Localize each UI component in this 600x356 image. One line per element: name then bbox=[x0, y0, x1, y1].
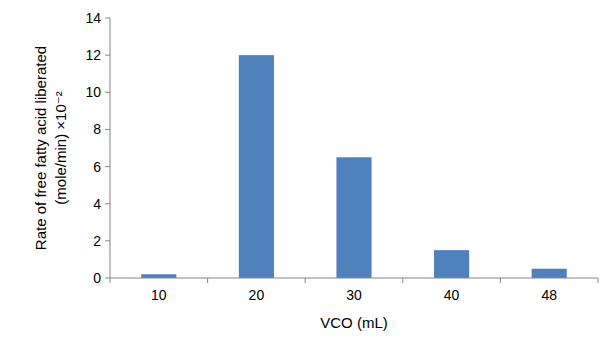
x-tick bbox=[207, 278, 208, 283]
y-axis-label: (mole/min) ×10⁻² bbox=[52, 91, 69, 204]
x-tick bbox=[110, 278, 111, 283]
y-tick-label: 0 bbox=[93, 270, 101, 286]
y-tick-label: 8 bbox=[93, 121, 101, 137]
y-tick bbox=[105, 129, 110, 130]
y-axis-line bbox=[110, 18, 111, 278]
x-axis-label: VCO (mL) bbox=[320, 314, 388, 331]
y-tick bbox=[105, 55, 110, 56]
bar bbox=[434, 250, 469, 278]
bars bbox=[141, 55, 567, 278]
x-tick bbox=[598, 278, 599, 283]
y-tick-label: 12 bbox=[85, 47, 101, 63]
bar bbox=[239, 55, 274, 278]
y-tick bbox=[105, 18, 110, 19]
y-tick-label: 4 bbox=[93, 196, 101, 212]
y-tick bbox=[105, 278, 110, 279]
y-tick-label: 10 bbox=[85, 84, 101, 100]
x-tick-label: 30 bbox=[346, 287, 362, 303]
x-axis-line bbox=[110, 278, 598, 279]
y-tick bbox=[105, 203, 110, 204]
y-tick-label: 14 bbox=[85, 10, 101, 26]
chart-container: 0 2 4 6 8 10 12 14 10 20 30 40 48 VCO (mL) Rate of fre… bbox=[0, 0, 600, 356]
x-tick-label: 10 bbox=[151, 287, 167, 303]
chart-svg: 0 2 4 6 8 10 12 14 10 20 30 40 48 VCO (mL) Rate of fre… bbox=[0, 0, 600, 356]
x-tick bbox=[500, 278, 501, 283]
x-tick bbox=[402, 278, 403, 283]
y-tick bbox=[105, 92, 110, 93]
bar bbox=[532, 269, 567, 278]
x-tick-label: 48 bbox=[541, 287, 557, 303]
x-tick-label: 40 bbox=[444, 287, 460, 303]
bar bbox=[336, 157, 371, 278]
x-tick bbox=[305, 278, 306, 283]
y-tick bbox=[105, 240, 110, 241]
x-tick-label: 20 bbox=[249, 287, 265, 303]
y-tick bbox=[105, 166, 110, 167]
y-tick-label: 2 bbox=[93, 233, 101, 249]
y-tick-label: 6 bbox=[93, 159, 101, 175]
bar bbox=[141, 274, 176, 278]
y-axis-label: Rate of free fatty acid liberated bbox=[32, 46, 49, 250]
